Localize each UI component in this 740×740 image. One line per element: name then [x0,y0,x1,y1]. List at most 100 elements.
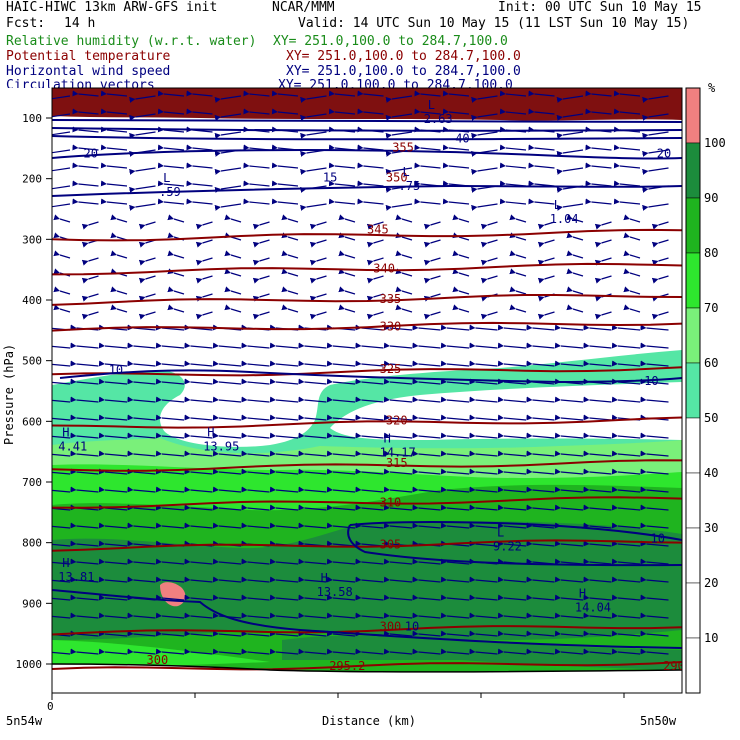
wind-vector [642,131,669,139]
x-zero-label: 0 [47,700,54,713]
wind-vector [357,180,384,187]
wind-vector [252,311,270,320]
theta-contour-label: 345 [367,222,389,236]
wind-vector [611,648,641,655]
wind-contour-label: 20 [657,146,671,160]
wind-contours [52,119,682,649]
wind-vector [469,324,498,331]
wind-vector [167,304,185,313]
wind-vector [127,414,156,421]
wind-vector [566,214,584,223]
wind-vector [243,90,270,97]
wind-vector [385,203,413,211]
wind-vector [528,198,555,205]
theta-contour-315 [52,459,682,472]
wind-vector [155,468,185,475]
colorbar-swatch [685,252,701,309]
wind-vector [326,450,356,457]
terrain-mask [52,664,682,693]
wind-vector [241,594,270,601]
wind-vector [385,95,413,103]
wind-vector [412,522,441,529]
wind-vector [298,594,327,601]
wind-vector [241,468,270,475]
wind-vector [442,198,470,205]
wind-vector [53,304,71,313]
theta-contour-330 [52,321,682,332]
wind-vector [566,286,584,295]
colorbar-level: 70 [704,301,718,315]
wind-vector [355,360,384,367]
wind-vector [556,113,584,121]
wind-vector [497,576,527,583]
extremum-value: 9.22 [493,540,522,554]
wind-vector [357,90,384,97]
wind-vector [611,468,641,475]
wind-vector [651,311,669,320]
wind-vector [186,180,213,187]
theta-contour-label: 290. [663,659,692,673]
wind-vector [98,594,128,601]
wind-vector [412,450,441,457]
wind-vector [509,232,527,241]
wind-vector [326,576,356,583]
wind-vector [212,594,242,601]
extremum-value: 13.58 [317,585,353,599]
wind-vector [269,414,299,421]
wind-vector [98,432,128,439]
wind-vector [243,198,270,205]
wind-vector [497,522,527,529]
wind-vector [269,486,299,493]
extremum-type: L [403,165,410,179]
extrema-markers: L.59L.75L1.04H4.41H13.95H14.17L9.22H13.8… [58,98,611,614]
wind-vector [241,630,270,637]
wind-vector [52,651,71,655]
wind-vector [52,95,71,100]
wind-vector [70,360,99,367]
wind-vector [383,360,413,367]
wind-vector [366,257,384,266]
wind-vector [554,396,584,403]
wind-vector [440,414,470,421]
wind-vector [212,648,242,655]
wind-contour-10-low [347,521,682,567]
wind-vector [526,522,555,529]
wind-vector [583,504,612,511]
wind-vector [138,311,156,320]
model-title: HAIC-HIWC 13km ARW-GFS init [6,0,218,15]
wind-vector [252,293,270,302]
wind-vector [224,214,242,223]
wind-vector [70,594,99,601]
wind-vector [70,630,99,637]
wind-vector [281,250,299,259]
wind-vector [440,504,470,511]
wind-vector [53,286,71,295]
wind-vector [157,198,185,205]
theta-contour-295 [52,661,682,671]
theta-contour-340 [52,262,682,276]
wind-vector [127,612,156,619]
wind-vector [241,378,270,385]
wind-vector [554,414,584,421]
extremum-type: H [384,432,391,446]
theta-contour-label: 355 [392,140,414,154]
wind-vector [271,90,299,97]
wind-vector [528,162,555,169]
wind-vector [195,275,213,284]
wind-vector [70,378,99,385]
wind-vector [184,468,213,475]
wind-vector [328,180,356,187]
wind-vector [269,558,299,565]
wind-vector [423,239,441,248]
wind-vector [98,342,128,349]
wind-vector [195,239,213,248]
wind-vector [499,108,527,115]
wind-vector [383,432,413,439]
wind-vector [212,504,242,511]
wind-vector [241,612,270,619]
wind-vector [585,90,612,97]
wind-vector [583,450,612,457]
wind-vector [611,612,641,619]
wind-vector [611,360,641,367]
wind-vector [241,360,270,367]
